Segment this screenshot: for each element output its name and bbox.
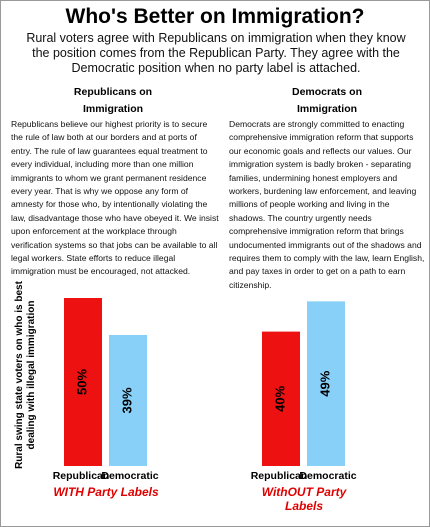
title: Who's Better on Immigration? <box>65 5 365 28</box>
group-label: WithOUT Party Labels <box>261 485 347 513</box>
value-label: 50% <box>74 369 89 395</box>
paragraph: Republicans believe our highest priority… <box>11 119 219 277</box>
subtitle: Rural voters agree with Republicans on i… <box>26 31 406 75</box>
legend-label: Republican <box>251 470 308 482</box>
bar <box>307 301 345 466</box>
bar <box>109 334 147 466</box>
legend-label: Republican <box>53 470 110 482</box>
value-label: 39% <box>119 387 134 413</box>
group-label: WITH Party Labels <box>53 485 159 499</box>
value-label: 40% <box>272 385 287 411</box>
paragraph: Democrats are strongly committed to enac… <box>229 119 425 290</box>
column-heading: Republicans on Immigration <box>73 86 153 115</box>
legend-label: Democratic <box>299 470 356 482</box>
bar <box>64 298 102 466</box>
legend-label: Democratic <box>101 470 158 482</box>
value-label: 49% <box>317 370 332 396</box>
column-heading: Democrats on Immigration <box>291 86 363 115</box>
bar <box>262 331 300 466</box>
